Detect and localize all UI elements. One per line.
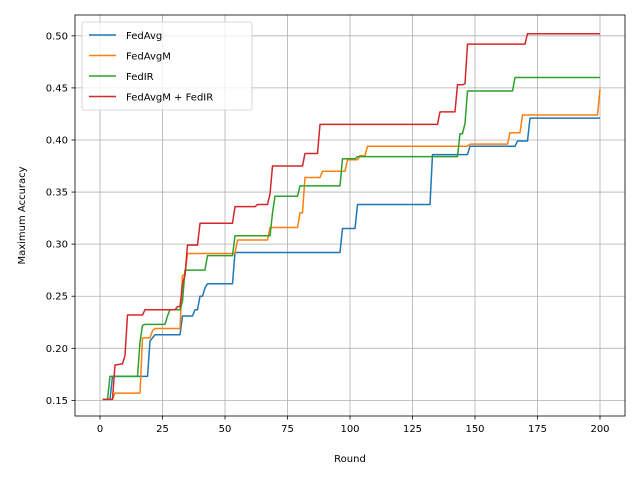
y-axis-ticks: 0.15 0.20 0.25 0.30 0.35 0.40 0.45 0.50	[46, 31, 75, 407]
x-tick-label: 150	[465, 424, 484, 435]
y-tick-label: 0.35	[46, 188, 68, 199]
y-axis-label: Maximum Accuracy	[17, 166, 28, 264]
x-tick-label: 75	[281, 424, 294, 435]
series-line-1	[102, 117, 600, 401]
legend-box	[81, 21, 253, 111]
x-tick-label: 25	[156, 424, 169, 435]
series-line-2	[102, 88, 601, 401]
x-axis-label: Round	[334, 454, 366, 465]
x-tick-label: 200	[590, 424, 609, 435]
x-tick-label: 125	[403, 424, 422, 435]
series-line-3	[102, 76, 600, 401]
y-tick-label: 0.45	[46, 83, 68, 94]
y-tick-label: 0.30	[46, 240, 68, 251]
x-tick-label: 0	[97, 424, 103, 435]
x-tick-label: 100	[340, 424, 359, 435]
y-tick-label: 0.15	[46, 396, 68, 407]
y-tick-label: 0.25	[46, 292, 68, 303]
legend-label: FedAvg	[126, 31, 162, 42]
x-tick-label: 50	[219, 424, 232, 435]
y-tick-label: 0.50	[46, 31, 68, 42]
series-layer	[102, 33, 601, 401]
x-tick-label: 175	[528, 424, 547, 435]
legend-label: FedAvgM + FedIR	[126, 93, 213, 104]
y-tick-label: 0.40	[46, 135, 68, 146]
x-axis-ticks: 0 25 50 75 100 125 150 175 200	[97, 416, 610, 435]
legend-label: FedIR	[126, 72, 154, 83]
legend-label: FedAvgM	[126, 52, 171, 63]
legend: FedAvg FedAvgM FedIR FedAvgM + FedIR	[81, 21, 253, 111]
y-tick-label: 0.20	[46, 344, 68, 355]
series-line-4	[102, 33, 600, 401]
